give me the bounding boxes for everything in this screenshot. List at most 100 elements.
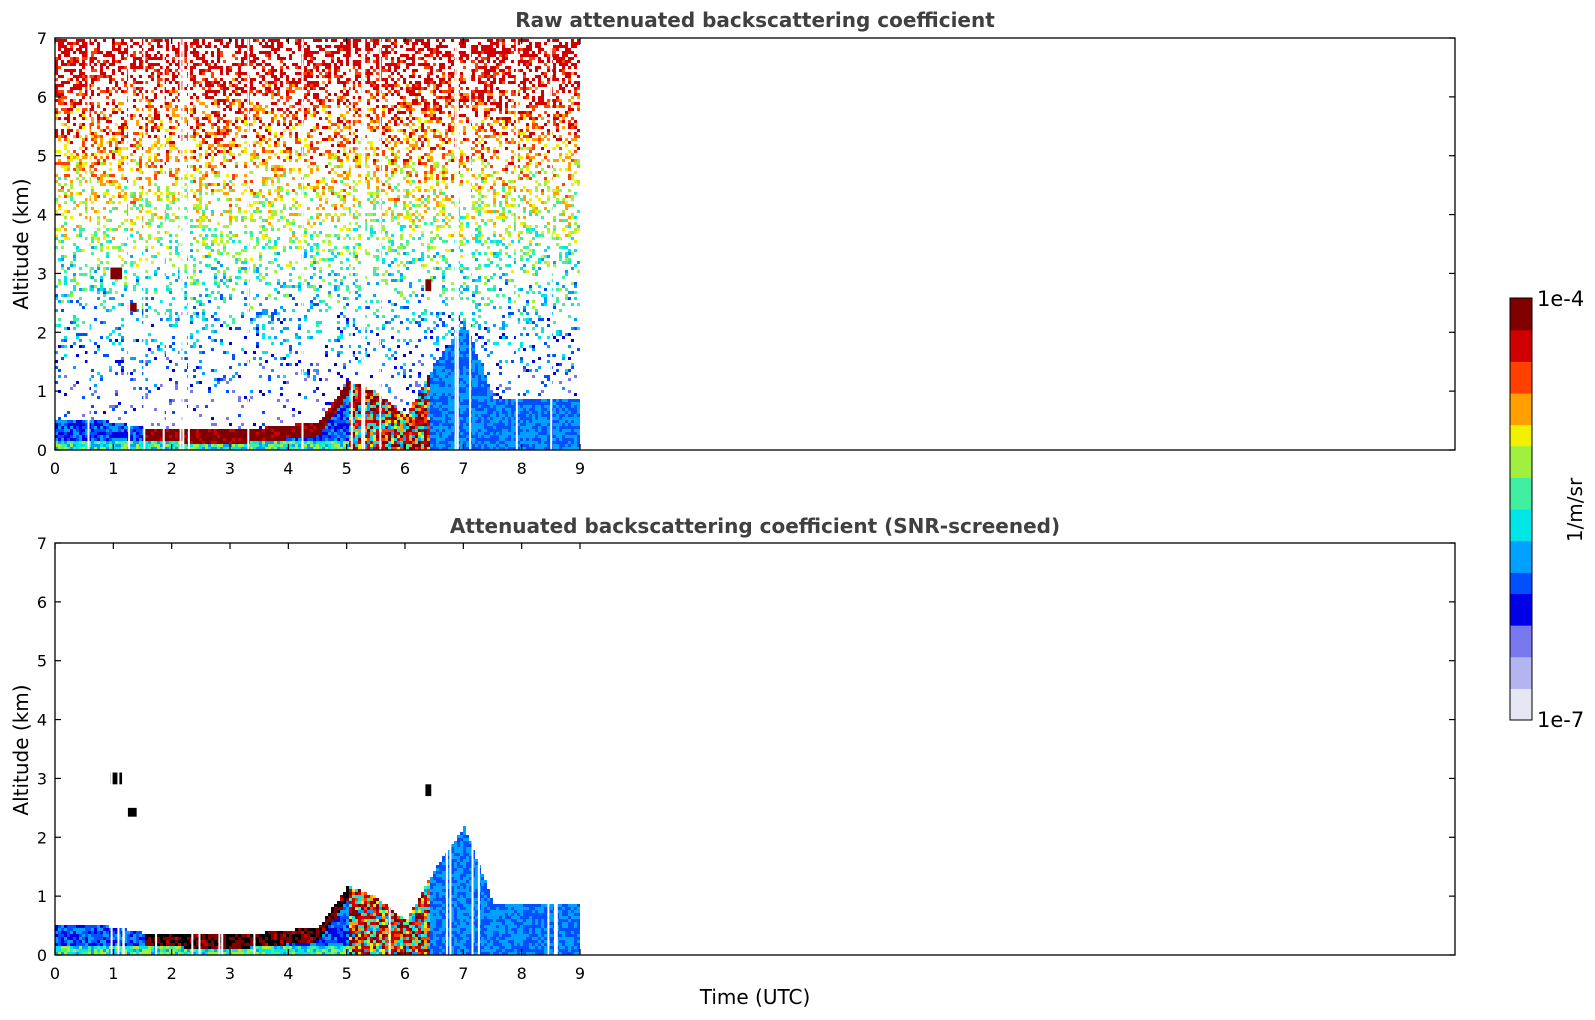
heatmap-cell <box>331 249 334 252</box>
heatmap-cell <box>244 90 247 93</box>
heatmap-cell <box>337 288 340 291</box>
heatmap-cell <box>79 123 82 126</box>
heatmap-cell <box>61 123 64 126</box>
heatmap-cell <box>115 327 118 330</box>
heatmap-cell <box>271 261 274 264</box>
heatmap-cell <box>178 168 181 171</box>
heatmap-cell <box>82 306 85 309</box>
heatmap-cell <box>295 207 298 210</box>
heatmap-cell <box>313 150 316 153</box>
heatmap-cell <box>334 363 337 366</box>
heatmap-cell <box>109 138 112 141</box>
heatmap-cell <box>292 105 295 108</box>
heatmap-cell <box>271 435 274 438</box>
heatmap-cell <box>274 336 277 339</box>
heatmap-cell <box>172 324 175 327</box>
heatmap-cell <box>304 96 307 99</box>
heatmap-cell <box>67 444 70 447</box>
heatmap-cell <box>307 372 310 375</box>
heatmap-cell <box>307 243 310 246</box>
heatmap-cell <box>139 438 142 441</box>
heatmap-cell <box>211 66 214 69</box>
heatmap-cell <box>106 435 109 438</box>
heatmap-cell <box>274 144 277 147</box>
heatmap-cell <box>94 195 97 198</box>
heatmap-cell <box>160 198 163 201</box>
heatmap-cell <box>169 81 172 84</box>
heatmap-cell <box>91 189 94 192</box>
heatmap-cell <box>172 87 175 90</box>
heatmap-cell <box>124 51 127 54</box>
heatmap-cell <box>58 96 61 99</box>
heatmap-cell <box>175 447 178 450</box>
heatmap-cell <box>340 441 343 444</box>
heatmap-cell <box>355 51 358 54</box>
heatmap-cell <box>268 189 271 192</box>
heatmap-cell <box>100 243 103 246</box>
heatmap-cell <box>121 123 124 126</box>
heatmap-cell <box>289 348 292 351</box>
heatmap-cell <box>121 57 124 60</box>
heatmap-cell <box>274 438 277 441</box>
heatmap-cell <box>346 324 349 327</box>
heatmap-cell <box>91 171 94 174</box>
heatmap-cell <box>208 96 211 99</box>
heatmap-cell <box>244 216 247 219</box>
heatmap-cell <box>85 360 88 363</box>
heatmap-cell <box>355 111 358 114</box>
heatmap-cell <box>220 132 223 135</box>
heatmap-cell <box>94 426 97 429</box>
heatmap-cell <box>313 261 316 264</box>
heatmap-cell <box>193 156 196 159</box>
heatmap-cell <box>112 282 115 285</box>
heatmap-cell <box>82 423 85 426</box>
heatmap-cell <box>358 426 361 429</box>
heatmap-cell <box>70 291 73 294</box>
heatmap-cell <box>244 435 247 438</box>
heatmap-cell <box>109 180 112 183</box>
heatmap-cell <box>85 237 88 240</box>
heatmap-cell <box>253 114 256 117</box>
heatmap-cell <box>367 405 370 408</box>
heatmap-cell <box>364 396 367 399</box>
heatmap-cell <box>154 237 157 240</box>
heatmap-cell <box>325 96 328 99</box>
heatmap-cell <box>358 243 361 246</box>
heatmap-cell <box>364 315 367 318</box>
heatmap-cell <box>268 192 271 195</box>
heatmap-cell <box>70 183 73 186</box>
heatmap-cell <box>151 432 154 435</box>
heatmap-cell <box>121 138 124 141</box>
heatmap-cell <box>145 288 148 291</box>
heatmap-cell <box>352 120 355 123</box>
heatmap-cell <box>100 261 103 264</box>
heatmap-cell <box>67 168 70 171</box>
heatmap-cell <box>331 54 334 57</box>
heatmap-cell <box>349 291 352 294</box>
heatmap-cell <box>82 156 85 159</box>
heatmap-cell <box>121 174 124 177</box>
heatmap-cell <box>316 69 319 72</box>
heatmap-cell <box>211 432 214 435</box>
heatmap-cell <box>178 441 181 444</box>
heatmap-cell <box>283 285 286 288</box>
heatmap-cell <box>94 69 97 72</box>
heatmap-cell <box>337 69 340 72</box>
heatmap-cell <box>97 180 100 183</box>
heatmap-cell <box>292 429 295 432</box>
heatmap-cell <box>262 51 265 54</box>
heatmap-cell <box>154 87 157 90</box>
heatmap-cell <box>217 66 220 69</box>
heatmap-cell <box>325 402 328 405</box>
heatmap-cell <box>190 249 193 252</box>
heatmap-cell <box>193 195 196 198</box>
heatmap-cell <box>295 213 298 216</box>
heatmap-cell <box>343 171 346 174</box>
heatmap-cell <box>346 192 349 195</box>
heatmap-cell <box>235 444 238 447</box>
heatmap-cell <box>298 186 301 189</box>
heatmap-cell <box>154 63 157 66</box>
heatmap-cell <box>61 132 64 135</box>
heatmap-cell <box>172 126 175 129</box>
heatmap-cell <box>352 213 355 216</box>
